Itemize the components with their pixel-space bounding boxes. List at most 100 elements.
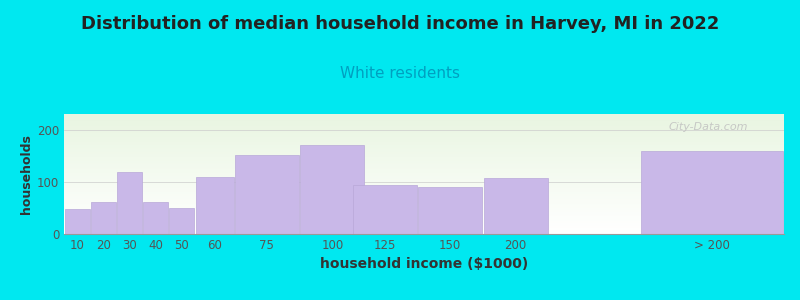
Bar	[64, 181, 784, 182]
Bar	[64, 196, 784, 197]
Bar	[64, 168, 784, 169]
Bar	[64, 156, 784, 157]
Bar	[64, 119, 784, 120]
Bar	[64, 142, 784, 143]
Bar	[64, 188, 784, 190]
Bar	[64, 149, 784, 150]
Bar	[64, 124, 784, 125]
Bar	[64, 227, 784, 228]
Bar	[64, 175, 784, 176]
Bar	[353, 185, 417, 234]
Bar	[64, 193, 784, 194]
Bar	[64, 132, 784, 133]
Bar	[418, 187, 482, 234]
Bar	[64, 121, 784, 122]
Bar	[300, 145, 365, 234]
Bar	[64, 128, 784, 130]
Text: Distribution of median household income in Harvey, MI in 2022: Distribution of median household income …	[81, 15, 719, 33]
Bar	[64, 221, 784, 222]
Bar	[64, 150, 784, 151]
Bar	[64, 214, 784, 215]
Bar	[64, 228, 784, 229]
Bar	[64, 114, 784, 115]
Bar	[64, 224, 784, 226]
Bar	[64, 145, 784, 146]
Text: City-Data.com: City-Data.com	[669, 122, 748, 132]
Bar	[64, 162, 784, 163]
Bar	[64, 170, 784, 172]
Bar	[64, 160, 784, 161]
Bar	[64, 118, 784, 119]
Bar	[64, 148, 784, 149]
Bar	[64, 126, 784, 127]
Bar	[64, 222, 784, 223]
Bar	[64, 116, 784, 118]
Bar	[64, 179, 784, 180]
Bar	[64, 185, 784, 186]
Bar	[64, 223, 784, 224]
Bar	[64, 211, 784, 212]
Bar	[64, 136, 784, 137]
Bar	[64, 204, 784, 205]
Bar	[64, 140, 784, 142]
Bar	[64, 164, 784, 166]
Bar	[143, 202, 168, 234]
Bar	[64, 139, 784, 140]
Bar	[64, 187, 784, 188]
Bar	[64, 191, 784, 192]
X-axis label: household income ($1000): household income ($1000)	[320, 257, 528, 272]
Bar	[64, 216, 784, 217]
Bar	[64, 163, 784, 164]
Bar	[64, 180, 784, 181]
Bar	[64, 143, 784, 144]
Bar	[64, 122, 784, 124]
Bar	[64, 127, 784, 128]
Bar	[64, 154, 784, 155]
Bar	[64, 229, 784, 230]
Bar	[64, 209, 784, 210]
Bar	[64, 134, 784, 136]
Bar	[64, 208, 784, 209]
Bar	[64, 220, 784, 221]
Bar	[64, 174, 784, 175]
Bar	[64, 199, 784, 200]
Bar	[64, 151, 784, 152]
Bar	[64, 194, 784, 196]
Bar	[64, 137, 784, 138]
Bar	[64, 138, 784, 139]
Bar	[64, 190, 784, 191]
Bar	[64, 218, 784, 220]
Bar	[170, 208, 194, 234]
Bar	[64, 217, 784, 218]
Bar	[64, 158, 784, 160]
Bar	[64, 215, 784, 216]
Bar	[64, 198, 784, 199]
Bar	[64, 146, 784, 148]
Bar	[641, 151, 783, 234]
Bar	[64, 184, 784, 185]
Bar	[64, 130, 784, 131]
Bar	[64, 155, 784, 156]
Bar	[91, 202, 116, 234]
Bar	[64, 197, 784, 198]
Bar	[64, 212, 784, 214]
Text: White residents: White residents	[340, 66, 460, 81]
Bar	[64, 232, 784, 233]
Bar	[64, 166, 784, 167]
Bar	[64, 233, 784, 234]
Bar	[64, 125, 784, 126]
Bar	[64, 186, 784, 187]
Bar	[64, 115, 784, 116]
Bar	[64, 173, 784, 174]
Bar	[64, 206, 784, 208]
Bar	[64, 192, 784, 193]
Bar	[65, 209, 90, 234]
Bar	[64, 133, 784, 134]
Bar	[64, 120, 784, 121]
Bar	[64, 210, 784, 211]
Bar	[64, 131, 784, 132]
Bar	[64, 226, 784, 227]
Bar	[117, 172, 142, 234]
Bar	[64, 161, 784, 162]
Bar	[64, 203, 784, 204]
